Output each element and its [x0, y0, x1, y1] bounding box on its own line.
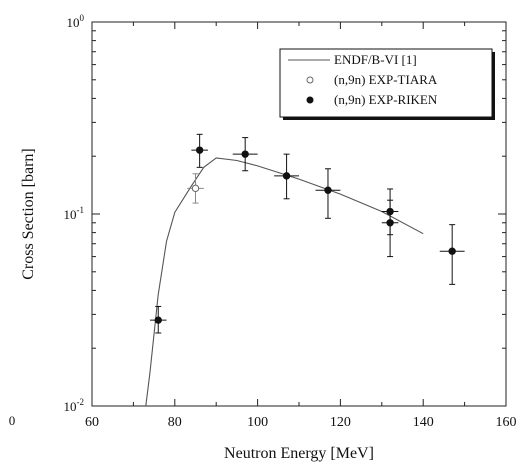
x-tick-label: 100	[247, 415, 268, 430]
legend-label: (n,9n) EXP-TIARA	[334, 72, 438, 87]
x-tick-label: 120	[330, 415, 351, 430]
legend-open-circle-swatch	[306, 76, 314, 84]
legend-label: ENDF/B-VI [1]	[334, 52, 417, 67]
endf-curve-line	[145, 157, 424, 407]
riken-data-point	[241, 150, 249, 158]
riken-data-point	[195, 146, 204, 154]
x-tick-label: 80	[168, 415, 182, 430]
x-tick-label: 60	[85, 415, 99, 430]
riken-data-point	[154, 316, 162, 324]
riken-data-point	[324, 186, 332, 194]
riken-data-point	[448, 247, 456, 255]
tiara-data-point	[191, 184, 200, 193]
stray-tick-label: 0	[9, 413, 16, 428]
x-tick-label: 160	[496, 415, 517, 430]
y-axis-label: Cross Section [barn]	[20, 148, 37, 280]
x-tick-label: 140	[413, 415, 434, 430]
riken-data-point	[386, 219, 394, 227]
y-tick-label: 100	[67, 13, 85, 30]
riken-data-point	[386, 207, 394, 216]
y-tick-label: 10-1	[64, 205, 85, 222]
riken-data-point	[282, 172, 291, 180]
x-axis-label: Neutron Energy [MeV]	[224, 445, 374, 462]
legend-label: (n,9n) EXP-RIKEN	[334, 92, 438, 107]
y-tick-label: 10-2	[64, 397, 85, 414]
legend-filled-circle-swatch	[306, 96, 314, 104]
